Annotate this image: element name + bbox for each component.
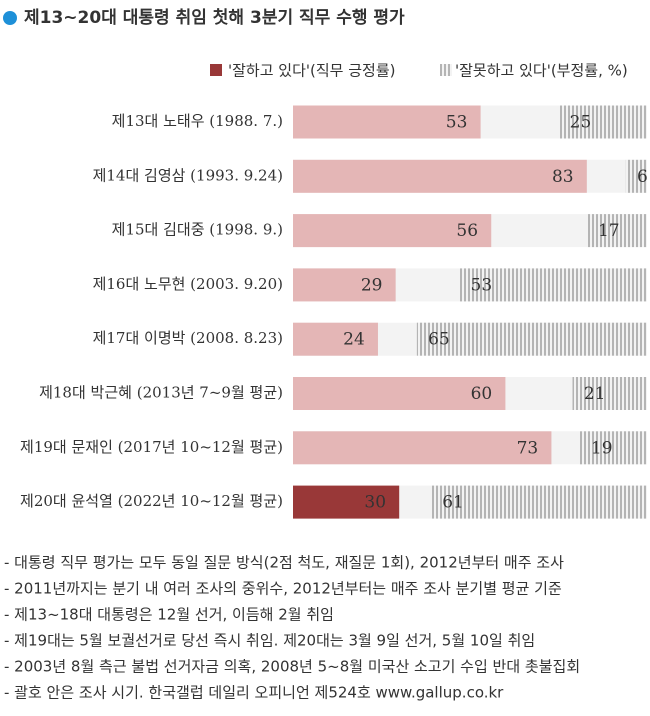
value-label: 53: [446, 113, 468, 133]
negative-bar: [579, 431, 647, 465]
positive-bar: [293, 268, 396, 302]
negative-bar: [572, 377, 647, 410]
value-label: 30: [364, 493, 386, 513]
category-label: 제15대 김대중 (1998. 9.): [112, 221, 283, 239]
category-label: 제14대 김영삼 (1993. 9.24): [93, 166, 283, 184]
note: - 제19대는 5월 보궐선거로 당선 즉시 취임. 제20대는 3월 9일 선…: [4, 632, 535, 650]
negative-bar: [431, 485, 647, 519]
chart-title: 제13~20대 대통령 취임 첫해 3분기 직무 수행 평가: [24, 7, 405, 28]
value-label: 65: [428, 330, 450, 350]
value-label: 17: [598, 221, 620, 241]
positive-bar: [293, 322, 378, 356]
value-label: 29: [361, 275, 383, 295]
positive-bar: [293, 431, 552, 465]
value-label: 25: [570, 113, 592, 133]
positive-bar: [293, 159, 587, 193]
legend-label: '잘하고 있다'(직무 긍정률): [228, 62, 396, 80]
negative-bar: [625, 159, 647, 193]
note: - 괄호 안은 조사 시기. 한국갤럽 데일리 오피니언 제524호 www.g…: [4, 684, 504, 702]
value-label: 24: [343, 330, 365, 350]
category-label: 제20대 윤석열 (2022년 10~12월 평균): [20, 492, 283, 510]
value-label: 83: [552, 167, 574, 187]
positive-bar: [293, 377, 506, 410]
title-dot: [3, 11, 17, 25]
note: - 2011년까지는 분기 내 여러 조사의 중위수, 2012년부터는 매주 …: [4, 580, 562, 598]
value-label: 60: [471, 384, 493, 404]
category-label: 제13대 노태우 (1988. 7.): [112, 112, 283, 130]
legend-label: '잘못하고 있다'(부정률, %): [455, 62, 628, 80]
category-label: 제18대 박근혜 (2013년 7~9월 평균): [39, 384, 283, 402]
value-label: 19: [591, 438, 613, 458]
negative-bar: [416, 322, 647, 356]
positive-bar: [293, 214, 492, 248]
legend-swatch: [210, 64, 222, 76]
value-label: 73: [517, 438, 539, 458]
value-label: 56: [456, 221, 478, 241]
value-label: 53: [471, 275, 493, 295]
note: - 대통령 직무 평가는 모두 동일 질문 방식(2점 척도, 재질문 1회),…: [4, 554, 564, 572]
note: - 제13~18대 대통령은 12월 선거, 이듬해 2월 취임: [4, 606, 334, 624]
note: - 2003년 8월 측근 불법 선거자금 의혹, 2008년 5~8월 미국산…: [4, 658, 580, 676]
category-label: 제17대 이명박 (2008. 8.23): [93, 329, 283, 347]
negative-bar: [558, 105, 647, 139]
legend-swatch: [440, 64, 452, 76]
category-label: 제19대 문재인 (2017년 10~12월 평균): [20, 438, 283, 456]
negative-bar: [586, 214, 647, 248]
positive-bar: [293, 485, 400, 519]
value-label: 6: [637, 167, 648, 187]
value-label: 21: [584, 384, 606, 404]
positive-bar: [293, 105, 481, 139]
value-label: 61: [442, 493, 464, 513]
negative-bar: [459, 268, 647, 302]
category-label: 제16대 노무현 (2003. 9.20): [93, 275, 283, 293]
